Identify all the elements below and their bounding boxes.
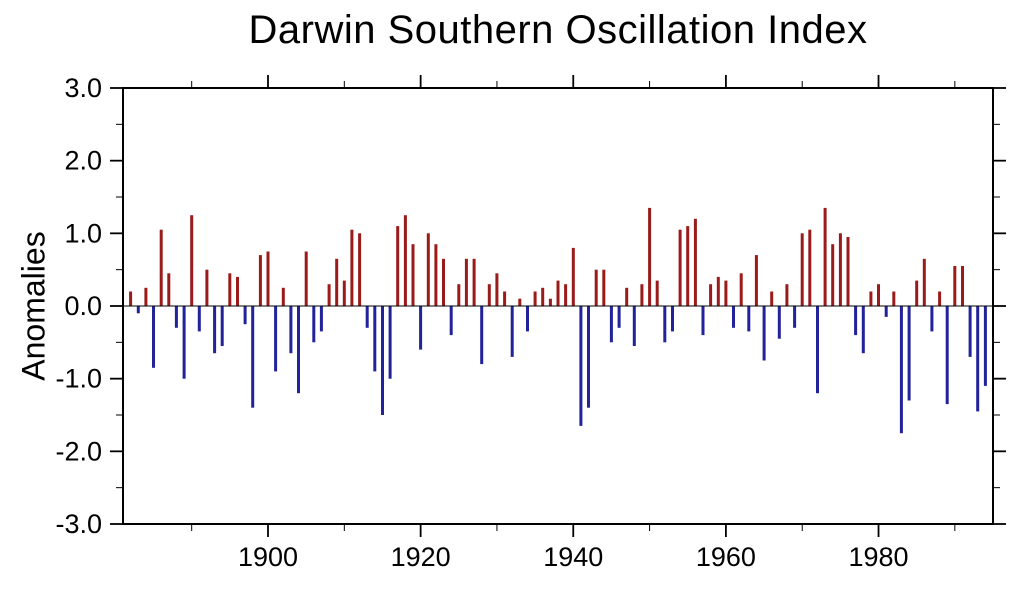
chart-title: Darwin Southern Oscillation Index: [248, 8, 868, 52]
svg-text:1900: 1900: [238, 542, 298, 572]
svg-text:0.0: 0.0: [64, 291, 102, 321]
svg-text:2.0: 2.0: [64, 146, 102, 176]
svg-text:1980: 1980: [848, 542, 908, 572]
svg-text:1940: 1940: [543, 542, 603, 572]
svg-text:1.0: 1.0: [64, 218, 102, 248]
svg-text:3.0: 3.0: [64, 73, 102, 103]
svg-text:1920: 1920: [391, 542, 451, 572]
svg-text:-2.0: -2.0: [55, 436, 102, 466]
svg-text:1960: 1960: [696, 542, 756, 572]
svg-text:-1.0: -1.0: [55, 364, 102, 394]
svg-text:-3.0: -3.0: [55, 509, 102, 539]
